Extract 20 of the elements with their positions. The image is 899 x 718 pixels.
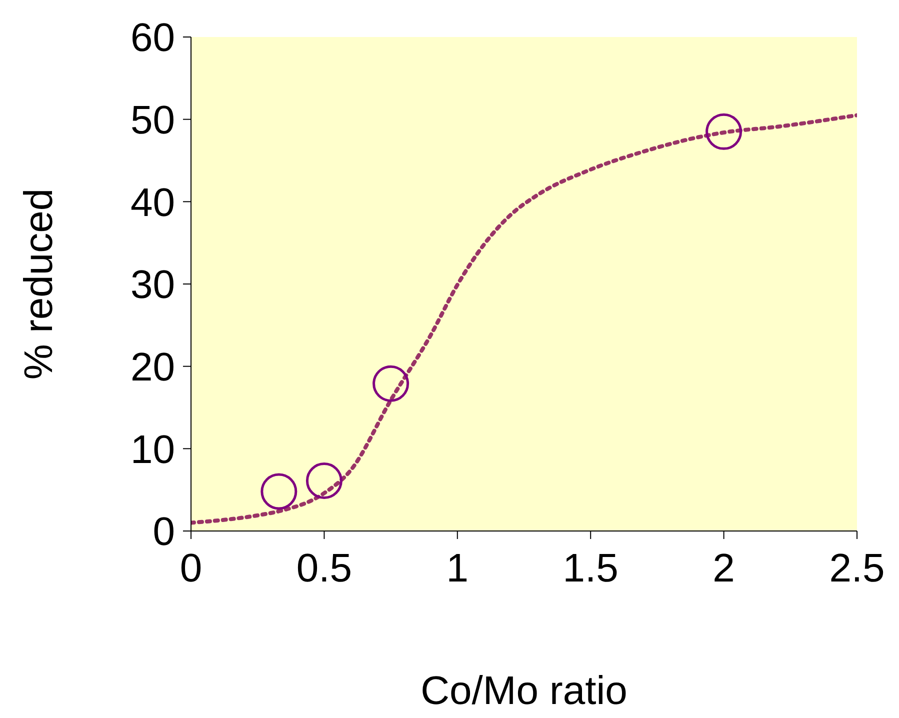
point [306, 462, 342, 500]
y-tick-label: 0 [152, 510, 175, 554]
point [706, 113, 742, 150]
point [260, 473, 298, 510]
x-tick-label: 1.5 [562, 546, 618, 590]
x-tick-label: 2.5 [829, 546, 885, 590]
y-tick-label: 50 [130, 98, 175, 143]
x-tick-label: 0 [180, 546, 202, 590]
x-tick-label: 2 [712, 546, 735, 590]
line-series [191, 113, 857, 525]
x-axis-title: Co/Mo ratio [420, 669, 628, 713]
y-tick-label: 60 [130, 16, 175, 60]
y-axis-title: % reduced [17, 188, 62, 380]
y-tick-label: 40 [130, 180, 175, 225]
x-tick-label: 1 [446, 546, 469, 590]
x-tick-label: 0.5 [296, 546, 352, 590]
y-tick-label: 20 [130, 346, 175, 390]
y-tick-label: 10 [130, 428, 175, 472]
point [372, 365, 410, 402]
y-tick-label: 30 [130, 263, 175, 308]
